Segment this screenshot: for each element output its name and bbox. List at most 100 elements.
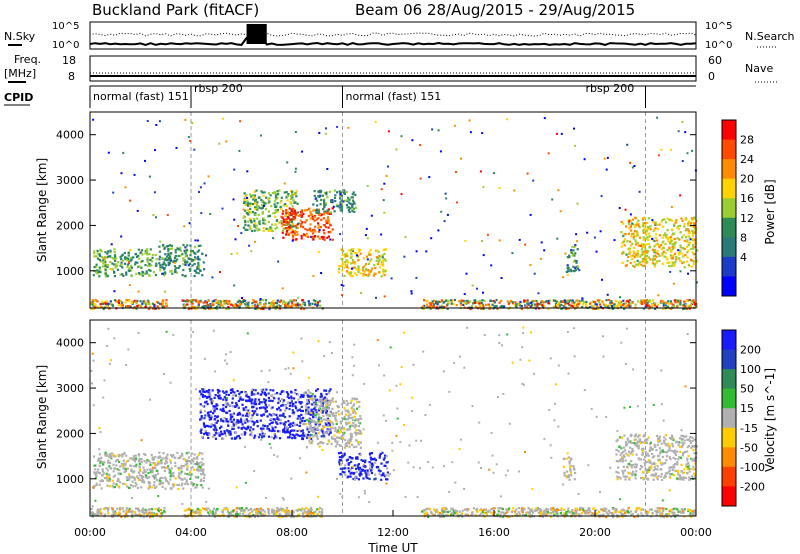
data-cell [169,247,172,250]
data-cell [245,305,248,308]
data-cell [694,245,697,248]
data-cell [283,511,287,514]
data-cell [129,248,132,252]
data-cell [469,514,472,517]
data-cell [533,303,536,306]
data-cell [263,303,266,306]
data-cell [586,231,589,234]
data-cell [291,405,294,408]
data-cell [231,404,235,407]
data-cell [288,436,291,439]
data-cell [354,206,358,209]
data-cell [161,511,164,514]
data-cell [567,300,570,303]
data-cell [109,249,112,252]
data-cell [578,508,581,512]
data-cell [313,511,316,514]
data-cell [90,301,93,304]
data-cell [144,511,147,514]
data-cell [656,223,660,226]
data-cell [137,509,140,512]
data-cell [140,486,143,489]
data-cell [120,515,123,518]
data-cell [256,419,259,423]
data-cell [209,509,212,512]
data-cell [214,427,217,430]
data-cell [670,302,673,305]
data-cell [565,307,568,310]
data-cell [501,507,504,510]
data-cell [265,196,268,199]
data-cell [681,219,684,222]
data-cell [247,399,250,402]
data-cell [653,245,656,248]
data-cell [163,247,166,250]
data-cell [656,509,659,512]
data-cell [203,473,206,476]
data-cell [265,410,269,413]
data-cell [288,423,291,426]
data-cell [285,230,289,233]
data-cell [187,456,191,459]
data-cell [435,508,438,512]
data-cell [675,256,678,259]
data-cell [618,300,622,303]
data-cell [351,193,354,196]
data-cell [233,515,236,518]
data-cell [283,390,286,393]
data-cell [128,474,131,477]
data-cell [499,515,502,518]
data-cell [589,306,592,309]
data-cell [91,299,94,302]
data-cell [191,302,194,305]
data-cell [307,508,310,511]
data-cell [267,392,270,395]
data-cell [97,513,100,516]
data-cell [340,435,343,438]
data-cell [280,225,283,228]
data-cell [327,222,330,225]
data-cell [286,428,289,431]
data-cell [133,173,136,176]
data-cell [562,514,565,517]
data-cell [322,235,325,238]
data-cell [236,389,239,393]
data-cell [296,226,299,230]
data-cell [179,254,182,257]
data-cell [290,397,293,400]
data-cell [139,300,142,303]
data-cell [324,202,328,205]
data-cell [286,426,289,429]
data-cell [330,200,333,203]
data-cell [300,307,303,310]
data-cell [498,187,501,189]
data-cell [436,511,439,514]
data-cell [692,216,696,219]
data-cell [691,149,694,152]
data-cell [630,510,633,513]
data-cell [314,303,317,306]
data-cell [449,299,452,302]
data-cell [125,271,128,274]
data-cell [603,507,606,510]
data-cell [637,244,640,247]
data-cell [647,304,650,307]
data-cell [114,266,117,269]
data-cell [506,510,509,513]
data-cell [668,261,671,264]
data-cell [655,252,658,255]
data-cell [147,482,151,485]
data-cell [328,424,331,427]
data-cell [250,250,253,253]
data-cell [556,512,559,515]
data-cell [229,432,232,435]
data-cell [280,215,283,218]
data-cell [337,205,340,208]
data-cell [291,190,294,193]
data-cell [115,257,118,260]
data-cell [351,205,354,208]
data-cell [148,307,151,310]
data-cell [613,507,616,510]
data-cell [326,209,329,212]
data-cell [109,268,112,271]
